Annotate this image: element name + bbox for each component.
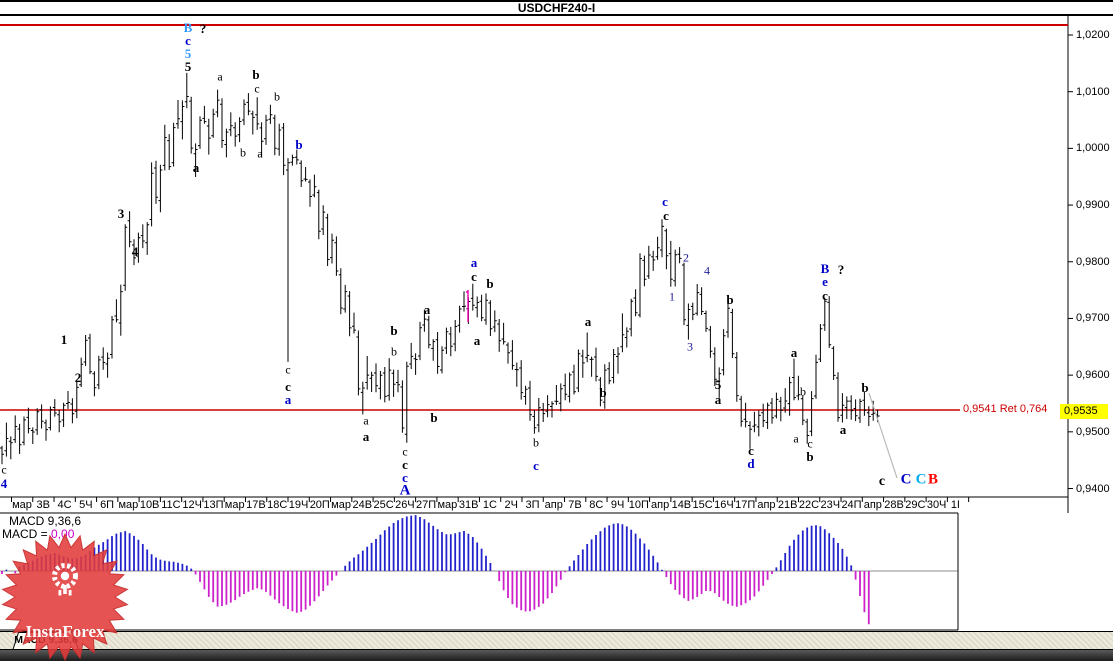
fib-retracement-label: 0,9541 Ret 0,764 [963, 403, 1048, 415]
chart-symbol-title: USDCHF240-I [517, 1, 596, 15]
indicator-tab-bar [0, 631, 1113, 650]
macd-current-value: 0,00 [51, 527, 75, 541]
macd-tab[interactable]: MACD 9,36,6 [12, 632, 80, 650]
macd-header: MACD 9,36,6 MACD = 0,00 [2, 515, 81, 541]
macd-tab-label: MACD 9,36,6 [14, 634, 78, 646]
bottom-strip [0, 650, 1113, 661]
title-bar: USDCHF240-I [0, 0, 1113, 16]
current-price-tag: 0,9535 [1060, 404, 1108, 419]
macd-params-label: MACD 9,36,6 [9, 514, 82, 528]
macd-value-label: MACD = [2, 527, 48, 541]
